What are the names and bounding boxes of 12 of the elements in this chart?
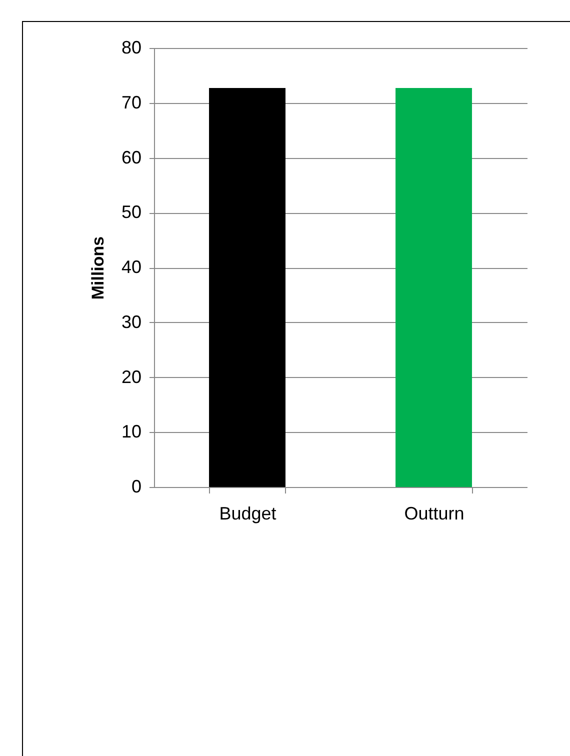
- y-tick-label: 0: [131, 476, 142, 496]
- y-tick-label: 40: [121, 257, 142, 277]
- y-tick-label: 20: [121, 366, 142, 387]
- y-axis-title: Millions: [88, 236, 108, 300]
- y-tick-label: 60: [121, 147, 142, 168]
- y-tick-label: 30: [121, 312, 142, 332]
- y-tick-label: 80: [121, 38, 142, 58]
- x-tick-label: Outturn: [404, 504, 464, 524]
- y-tick-label: 50: [121, 202, 142, 222]
- x-tick-label: Budget: [219, 504, 276, 524]
- y-tick-label: 70: [121, 92, 142, 112]
- y-tick-label: 10: [121, 422, 142, 442]
